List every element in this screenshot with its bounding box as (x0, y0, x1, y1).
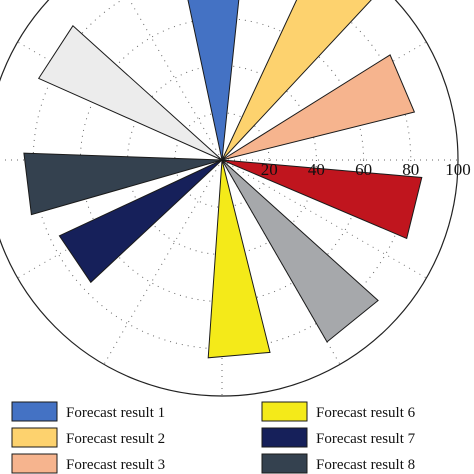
grid-ring (32, 0, 412, 350)
polar-bar (221, 159, 379, 343)
polar-bar (37, 25, 223, 161)
polar-bar (221, 0, 372, 161)
r-tick-label: 20 (261, 160, 278, 179)
legend-label: Forecast result 2 (66, 431, 165, 447)
polar-bar (187, 0, 240, 161)
polar-bar (221, 159, 423, 240)
legend-swatch (261, 401, 308, 422)
r-tick-label: 80 (402, 160, 419, 179)
radial-tick-labels: 20 40 60 80 100 (261, 160, 471, 179)
legend-swatch (11, 453, 58, 474)
r-tick-label: 40 (308, 160, 325, 179)
outer-ring (0, 0, 459, 397)
r-tick-label: 60 (355, 160, 372, 179)
polar-bar (221, 54, 416, 161)
legend-swatch (261, 453, 308, 474)
legend-label: Forecast result 7 (316, 431, 416, 447)
legend-label: Forecast result 6 (316, 405, 416, 421)
legend-swatch (11, 427, 58, 448)
legend-swatch (11, 401, 58, 422)
legend-label: Forecast result 1 (66, 405, 165, 421)
polar-bar (23, 152, 223, 216)
legend-label: Forecast result 3 (66, 457, 165, 473)
legend: Forecast result 1 Forecast result 2 Foreca… (11, 401, 416, 474)
legend-label: Forecast result 8 (316, 457, 415, 473)
polar-bars (23, 0, 423, 359)
polar-bar (58, 159, 223, 284)
r-tick-label: 100 (445, 160, 471, 179)
legend-swatch (261, 427, 308, 448)
polar-bar (207, 159, 271, 359)
